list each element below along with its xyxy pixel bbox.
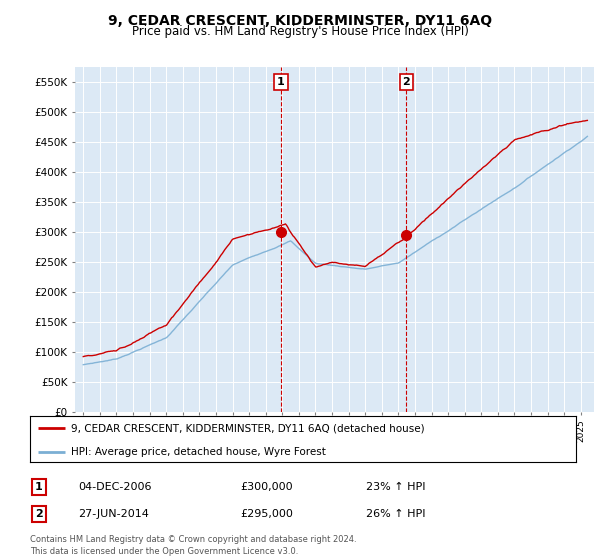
Text: 2: 2 <box>35 509 43 519</box>
Text: 26% ↑ HPI: 26% ↑ HPI <box>366 509 425 519</box>
Text: Contains HM Land Registry data © Crown copyright and database right 2024.
This d: Contains HM Land Registry data © Crown c… <box>30 535 356 556</box>
Text: 04-DEC-2006: 04-DEC-2006 <box>78 482 151 492</box>
Text: 2: 2 <box>403 77 410 87</box>
Text: 1: 1 <box>277 77 285 87</box>
Text: £295,000: £295,000 <box>240 509 293 519</box>
Text: Price paid vs. HM Land Registry's House Price Index (HPI): Price paid vs. HM Land Registry's House … <box>131 25 469 38</box>
Text: 27-JUN-2014: 27-JUN-2014 <box>78 509 149 519</box>
Text: 23% ↑ HPI: 23% ↑ HPI <box>366 482 425 492</box>
Text: 1: 1 <box>35 482 43 492</box>
Text: HPI: Average price, detached house, Wyre Forest: HPI: Average price, detached house, Wyre… <box>71 447 326 457</box>
Text: 9, CEDAR CRESCENT, KIDDERMINSTER, DY11 6AQ (detached house): 9, CEDAR CRESCENT, KIDDERMINSTER, DY11 6… <box>71 423 425 433</box>
Text: 9, CEDAR CRESCENT, KIDDERMINSTER, DY11 6AQ: 9, CEDAR CRESCENT, KIDDERMINSTER, DY11 6… <box>108 14 492 28</box>
Text: £300,000: £300,000 <box>240 482 293 492</box>
